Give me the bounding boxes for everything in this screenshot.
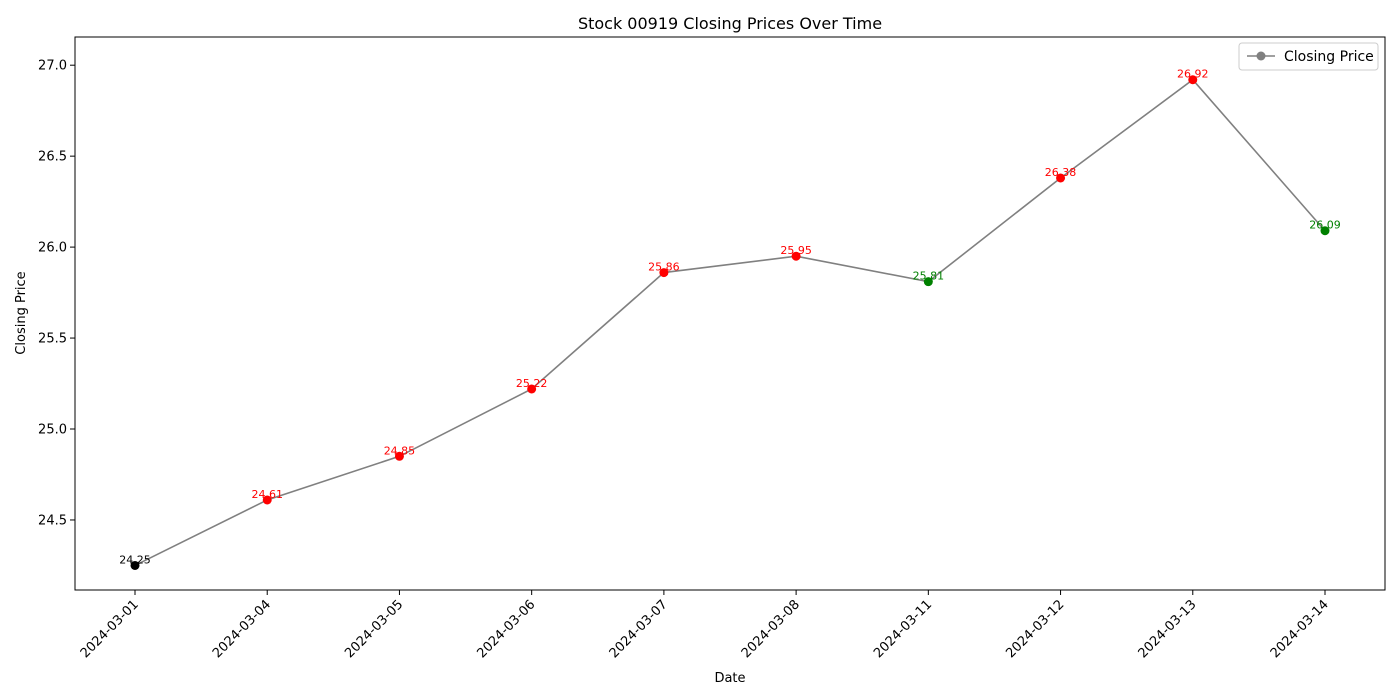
data-label: 24.61 <box>251 488 283 501</box>
legend: Closing Price <box>1238 42 1379 71</box>
data-label: 26.38 <box>1045 166 1077 179</box>
data-point <box>791 251 801 261</box>
data-point <box>1320 226 1330 236</box>
y-tick-label: 25.5 <box>38 332 67 347</box>
y-tick-label: 27.0 <box>38 59 67 74</box>
y-tick-label: 24.5 <box>38 513 67 528</box>
data-points <box>130 75 1330 570</box>
data-point <box>130 560 140 570</box>
series-line-group <box>134 78 1326 567</box>
data-point <box>659 268 669 278</box>
data-label: 26.92 <box>1177 68 1209 81</box>
data-label: 25.22 <box>516 377 548 390</box>
data-label: 25.86 <box>648 261 680 274</box>
data-label: 25.81 <box>913 270 945 283</box>
data-point <box>923 277 933 287</box>
data-labels: 24.25 24.61 24.85 25.22 25.86 25.95 25.81 26.38… <box>119 68 1341 567</box>
y-tick-label: 26.5 <box>38 150 67 165</box>
y-tick-label: 25.0 <box>38 423 67 438</box>
data-point <box>527 384 537 394</box>
data-point <box>394 451 404 461</box>
data-point <box>1056 173 1066 183</box>
data-label: 24.25 <box>119 553 151 566</box>
x-axis-label: Date <box>714 671 745 686</box>
chart-title: Stock 00919 Closing Prices Over Time <box>578 14 882 33</box>
y-tick-label: 26.0 <box>38 241 67 256</box>
series-line <box>134 78 1326 567</box>
legend-frame <box>1238 42 1379 71</box>
data-label: 26.09 <box>1309 219 1341 232</box>
data-point <box>262 495 272 505</box>
legend-marker-swatch <box>1256 51 1266 61</box>
y-axis-label: Closing Price <box>14 271 29 354</box>
plot-area-frame <box>74 36 1386 591</box>
data-label: 25.95 <box>780 244 812 257</box>
data-label: 24.85 <box>384 444 416 457</box>
data-point <box>1188 75 1198 85</box>
y-axis-ticks: 24.5 25.0 25.5 26.0 26.5 27.0 <box>38 59 75 528</box>
legend-label: Closing Price <box>1284 49 1374 65</box>
